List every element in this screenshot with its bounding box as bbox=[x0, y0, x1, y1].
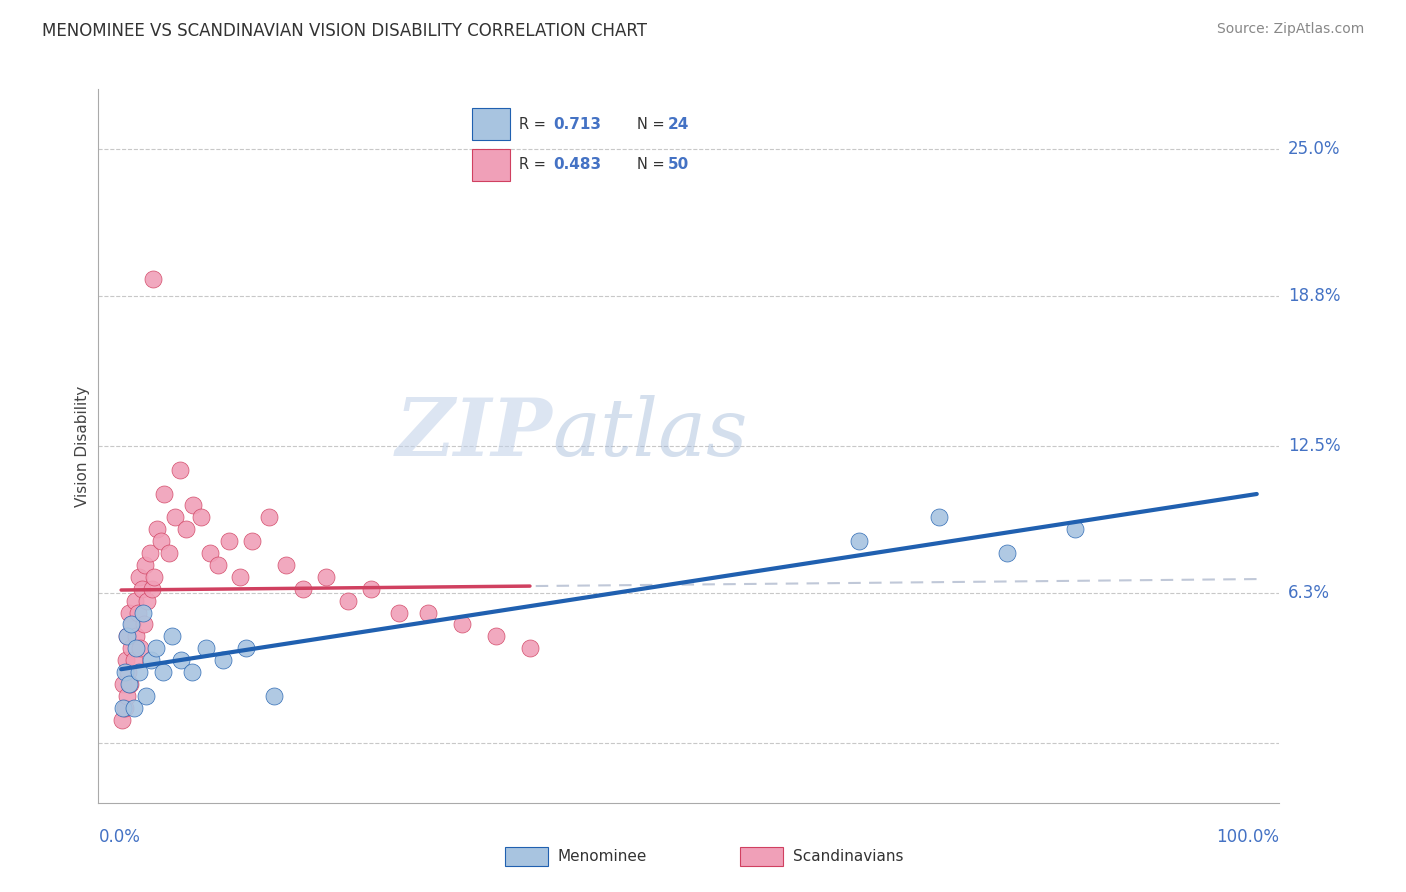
Text: 100.0%: 100.0% bbox=[1216, 828, 1279, 846]
Point bbox=[198, 546, 221, 560]
Point bbox=[118, 606, 141, 620]
Point bbox=[162, 629, 183, 643]
Point bbox=[145, 641, 167, 656]
Point bbox=[124, 593, 146, 607]
Point bbox=[138, 546, 160, 560]
Text: Scandinavians: Scandinavians bbox=[793, 849, 903, 864]
Point bbox=[121, 617, 143, 632]
Point bbox=[149, 534, 172, 549]
Point bbox=[240, 534, 263, 549]
Text: 6.3%: 6.3% bbox=[1288, 584, 1330, 602]
Point bbox=[125, 641, 148, 656]
Point bbox=[291, 582, 314, 596]
Point bbox=[928, 510, 950, 524]
Point bbox=[112, 700, 135, 714]
Text: MENOMINEE VS SCANDINAVIAN VISION DISABILITY CORRELATION CHART: MENOMINEE VS SCANDINAVIAN VISION DISABIL… bbox=[42, 22, 647, 40]
Text: 12.5%: 12.5% bbox=[1288, 437, 1340, 455]
Point bbox=[114, 653, 136, 667]
Point bbox=[115, 629, 138, 643]
Point bbox=[152, 665, 174, 679]
Point bbox=[115, 629, 138, 643]
Point bbox=[136, 593, 159, 607]
Point bbox=[360, 582, 382, 596]
Point bbox=[117, 665, 139, 679]
Text: 0.0%: 0.0% bbox=[98, 828, 141, 846]
Point bbox=[195, 641, 218, 656]
Point bbox=[114, 700, 136, 714]
Text: 18.8%: 18.8% bbox=[1288, 287, 1340, 305]
Point bbox=[212, 653, 235, 667]
Point bbox=[257, 510, 280, 524]
Point bbox=[142, 272, 165, 286]
Point bbox=[143, 570, 166, 584]
Point bbox=[181, 499, 204, 513]
Point bbox=[848, 534, 870, 549]
Bar bbox=[740, 847, 783, 866]
Text: Menominee: Menominee bbox=[558, 849, 647, 864]
Point bbox=[120, 641, 142, 656]
Point bbox=[132, 606, 155, 620]
Point bbox=[132, 617, 155, 632]
Point bbox=[450, 617, 472, 632]
Point bbox=[153, 486, 176, 500]
Point bbox=[134, 558, 156, 572]
Point bbox=[122, 700, 145, 714]
Point bbox=[337, 593, 360, 607]
Text: ZIP: ZIP bbox=[396, 395, 553, 473]
Point bbox=[157, 546, 180, 560]
Point bbox=[135, 689, 157, 703]
Point bbox=[120, 617, 142, 632]
Point bbox=[139, 653, 162, 667]
Point bbox=[118, 677, 141, 691]
Point bbox=[274, 558, 297, 572]
Point bbox=[122, 653, 145, 667]
Point bbox=[170, 653, 193, 667]
Point bbox=[207, 558, 229, 572]
Point bbox=[131, 582, 153, 596]
Point bbox=[263, 689, 285, 703]
Point bbox=[190, 510, 212, 524]
Point bbox=[388, 606, 411, 620]
Point bbox=[127, 606, 149, 620]
Point bbox=[115, 689, 138, 703]
Point bbox=[129, 641, 152, 656]
Point bbox=[112, 677, 135, 691]
Point bbox=[315, 570, 337, 584]
Point bbox=[174, 522, 197, 536]
Point bbox=[141, 582, 163, 596]
Y-axis label: Vision Disability: Vision Disability bbox=[75, 385, 90, 507]
Point bbox=[416, 606, 439, 620]
Text: atlas: atlas bbox=[553, 395, 748, 473]
Point bbox=[128, 570, 150, 584]
Point bbox=[995, 546, 1018, 560]
Point bbox=[229, 570, 252, 584]
Point bbox=[125, 629, 148, 643]
Point bbox=[169, 463, 191, 477]
Point bbox=[163, 510, 186, 524]
Point bbox=[235, 641, 257, 656]
Point bbox=[1064, 522, 1087, 536]
Point bbox=[519, 641, 541, 656]
Point bbox=[485, 629, 508, 643]
Point bbox=[114, 665, 136, 679]
Bar bbox=[505, 847, 548, 866]
Point bbox=[120, 677, 142, 691]
Point bbox=[128, 665, 150, 679]
Text: Source: ZipAtlas.com: Source: ZipAtlas.com bbox=[1216, 22, 1364, 37]
Point bbox=[146, 522, 169, 536]
Point bbox=[180, 665, 202, 679]
Point bbox=[111, 713, 134, 727]
Text: 25.0%: 25.0% bbox=[1288, 140, 1340, 158]
Point bbox=[218, 534, 240, 549]
